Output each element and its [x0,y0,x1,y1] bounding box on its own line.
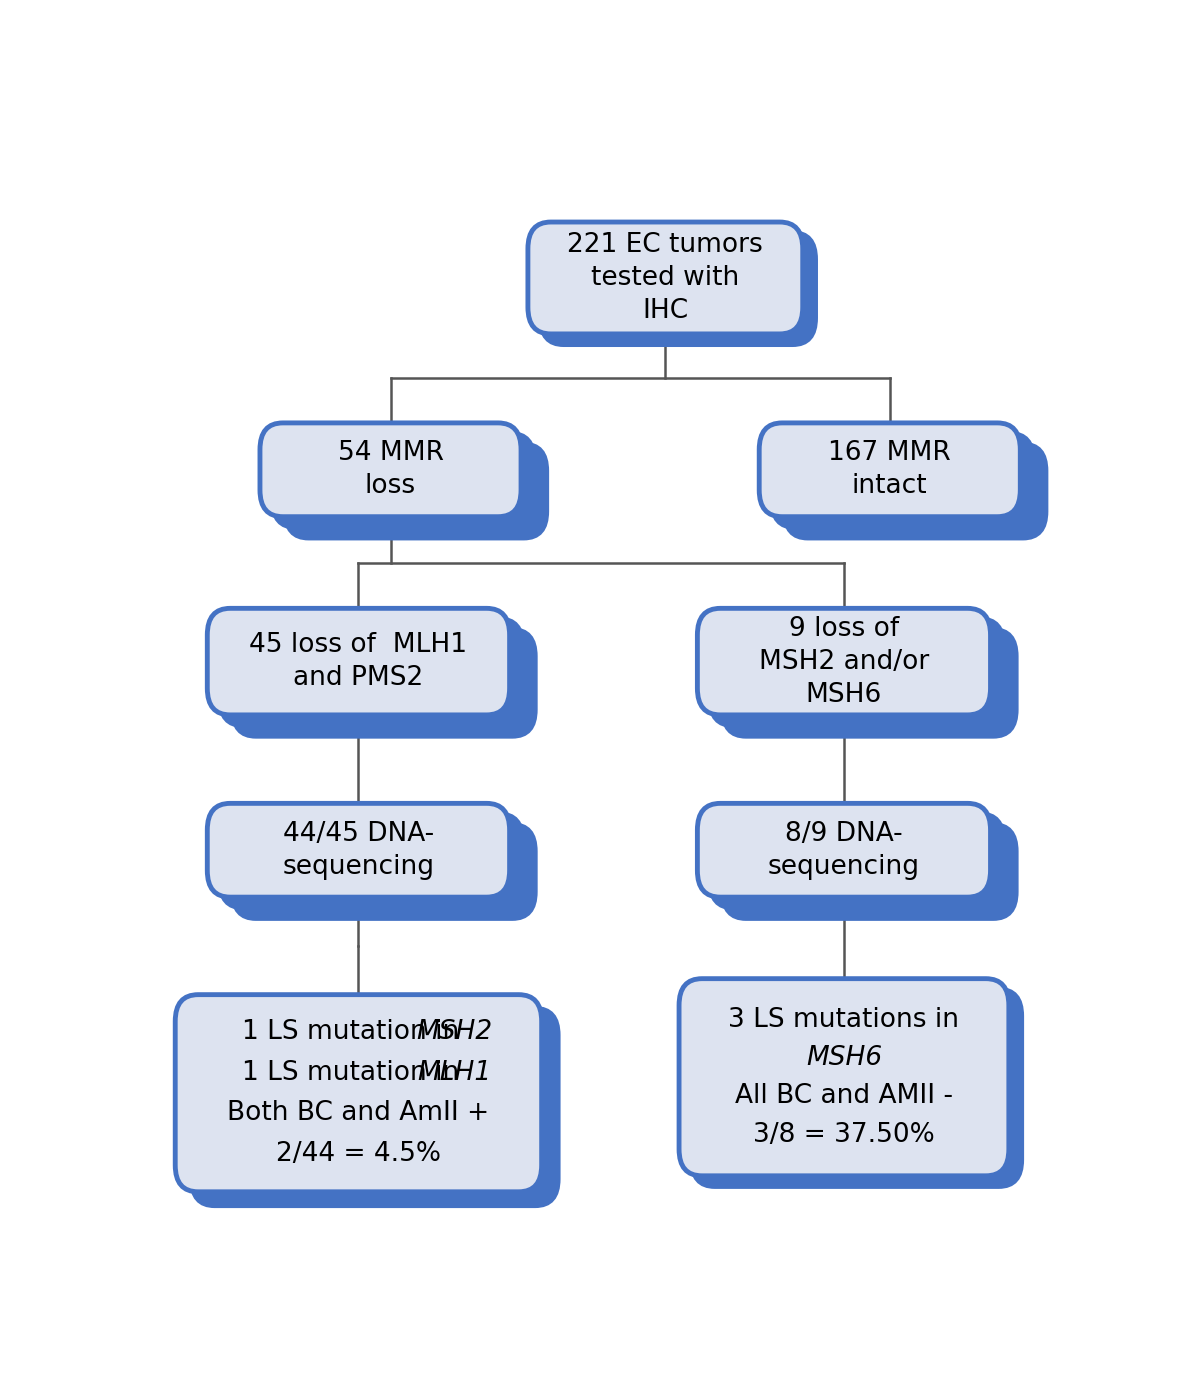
Text: 2/44 = 4.5%: 2/44 = 4.5% [275,1140,441,1167]
Text: 3/8 = 37.50%: 3/8 = 37.50% [753,1122,935,1147]
FancyBboxPatch shape [175,995,541,1192]
Text: 1 LS mutation in: 1 LS mutation in [242,1060,468,1086]
Text: 9 loss of
MSH2 and/or
MSH6: 9 loss of MSH2 and/or MSH6 [759,616,929,707]
Text: Both BC and AmII +: Both BC and AmII + [227,1100,489,1127]
FancyBboxPatch shape [273,433,534,527]
FancyBboxPatch shape [220,619,522,725]
FancyBboxPatch shape [286,444,547,538]
FancyBboxPatch shape [207,609,509,716]
FancyBboxPatch shape [697,609,991,716]
FancyBboxPatch shape [678,978,1008,1176]
FancyBboxPatch shape [191,1009,558,1205]
Text: 1 LS mutation in: 1 LS mutation in [241,1020,467,1045]
FancyBboxPatch shape [759,424,1020,516]
FancyBboxPatch shape [260,424,521,516]
FancyBboxPatch shape [233,825,535,919]
FancyBboxPatch shape [220,814,522,908]
FancyBboxPatch shape [710,619,1004,725]
FancyBboxPatch shape [233,630,535,736]
FancyBboxPatch shape [528,221,803,334]
Text: 3 LS mutations in: 3 LS mutations in [728,1006,960,1032]
Text: MLH1: MLH1 [417,1060,492,1086]
Text: MSH2: MSH2 [416,1020,493,1045]
FancyBboxPatch shape [207,803,509,897]
FancyBboxPatch shape [540,233,816,345]
Text: All BC and AMII -: All BC and AMII - [735,1084,953,1110]
Text: 54 MMR
loss: 54 MMR loss [338,440,443,500]
Text: 44/45 DNA-
sequencing: 44/45 DNA- sequencing [282,821,435,880]
FancyBboxPatch shape [710,814,1004,908]
Text: 167 MMR
intact: 167 MMR intact [829,440,952,500]
FancyBboxPatch shape [772,433,1033,527]
FancyBboxPatch shape [691,990,1021,1186]
Text: 221 EC tumors
tested with
IHC: 221 EC tumors tested with IHC [567,233,764,324]
Text: 8/9 DNA-
sequencing: 8/9 DNA- sequencing [768,821,920,880]
Text: 45 loss of  MLH1
and PMS2: 45 loss of MLH1 and PMS2 [249,632,467,691]
FancyBboxPatch shape [723,630,1017,736]
FancyBboxPatch shape [785,444,1046,538]
Text: MSH6: MSH6 [806,1045,882,1071]
FancyBboxPatch shape [723,825,1017,919]
FancyBboxPatch shape [697,803,991,897]
